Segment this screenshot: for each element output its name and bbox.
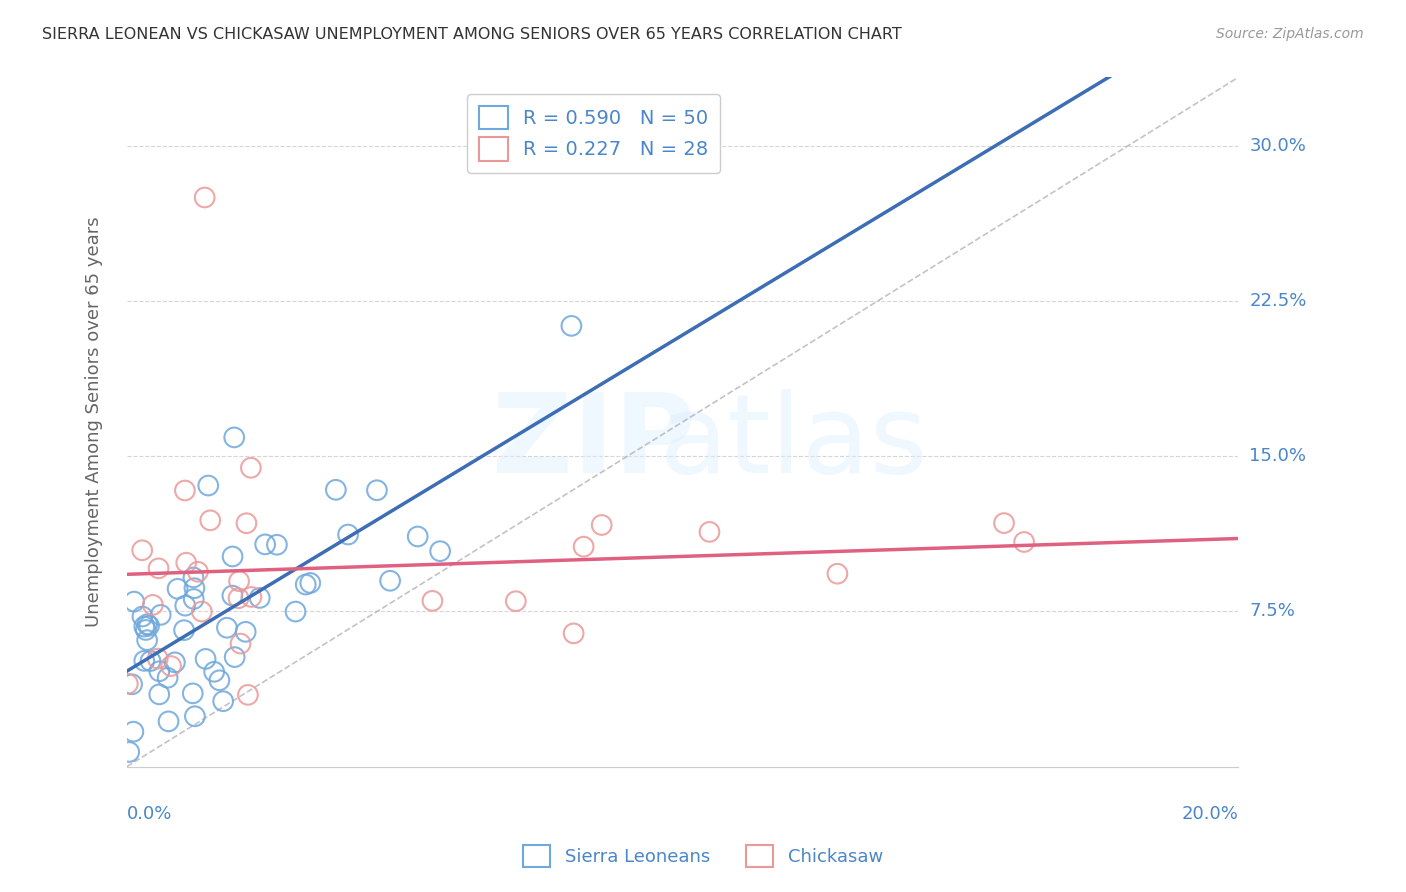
Point [148, 687, 170, 701]
Point [224, 430, 246, 444]
Text: 22.5%: 22.5% [1250, 292, 1306, 310]
Point [166, 582, 188, 596]
Text: 15.0%: 15.0% [1250, 447, 1306, 465]
Point [699, 524, 721, 539]
Point [197, 478, 219, 492]
Point [239, 460, 262, 475]
Point [146, 651, 169, 665]
Point [228, 591, 250, 606]
Text: 20.0%: 20.0% [1181, 805, 1239, 823]
Point [993, 516, 1015, 530]
Point [122, 594, 145, 608]
Point [142, 598, 165, 612]
Point [134, 654, 156, 668]
Point [173, 623, 195, 637]
Point [284, 605, 307, 619]
Point [135, 623, 157, 637]
Point [591, 518, 613, 533]
Y-axis label: Unemployment Among Seniors over 65 years: Unemployment Among Seniors over 65 years [86, 217, 103, 627]
Point [117, 677, 139, 691]
Text: Source: ZipAtlas.com: Source: ZipAtlas.com [1216, 27, 1364, 41]
Point [325, 483, 347, 497]
Point [337, 527, 360, 541]
Point [249, 591, 271, 605]
Point [187, 565, 209, 579]
Point [149, 607, 172, 622]
Point [422, 594, 444, 608]
Point [157, 714, 180, 729]
Point [134, 619, 156, 633]
Point [184, 709, 207, 723]
Point [221, 549, 243, 564]
Point [131, 543, 153, 558]
Point [148, 665, 170, 679]
Point [366, 483, 388, 498]
Point [156, 671, 179, 685]
Point [215, 621, 238, 635]
Point [266, 538, 288, 552]
Text: 30.0%: 30.0% [1250, 136, 1306, 154]
Point [235, 516, 257, 531]
Point [294, 577, 316, 591]
Point [183, 592, 205, 607]
Point [562, 626, 585, 640]
Point [1012, 535, 1035, 549]
Point [560, 318, 582, 333]
Point [208, 673, 231, 688]
Point [254, 537, 277, 551]
Text: SIERRA LEONEAN VS CHICKASAW UNEMPLOYMENT AMONG SENIORS OVER 65 YEARS CORRELATION: SIERRA LEONEAN VS CHICKASAW UNEMPLOYMENT… [42, 27, 901, 42]
Point [148, 561, 170, 575]
Point [240, 590, 263, 604]
Point [194, 652, 217, 666]
Point [202, 665, 225, 679]
Point [572, 540, 595, 554]
Point [163, 656, 186, 670]
Point [200, 513, 222, 527]
Point [228, 574, 250, 589]
Point [827, 566, 849, 581]
Point [236, 688, 259, 702]
Point [174, 483, 197, 498]
Point [429, 544, 451, 558]
Point [505, 594, 527, 608]
Text: ZIP: ZIP [492, 389, 696, 496]
Point [194, 190, 217, 204]
Point [174, 556, 197, 570]
Point [136, 633, 159, 648]
Point [121, 677, 143, 691]
Text: 0.0%: 0.0% [127, 805, 173, 823]
Point [160, 659, 183, 673]
Point [229, 637, 252, 651]
Legend: R = 0.590   N = 50, R = 0.227   N = 28: R = 0.590 N = 50, R = 0.227 N = 28 [467, 94, 720, 173]
Text: 7.5%: 7.5% [1250, 602, 1295, 620]
Point [174, 599, 197, 613]
Point [235, 624, 257, 639]
Point [139, 654, 162, 668]
Point [183, 581, 205, 595]
Point [131, 609, 153, 624]
Point [136, 617, 159, 632]
Point [299, 576, 322, 591]
Point [191, 605, 214, 619]
Point [212, 694, 235, 708]
Point [221, 589, 243, 603]
Point [378, 574, 401, 588]
Point [406, 529, 429, 543]
Point [122, 724, 145, 739]
Point [224, 650, 246, 665]
Point [138, 619, 160, 633]
Legend: Sierra Leoneans, Chickasaw: Sierra Leoneans, Chickasaw [516, 838, 890, 874]
Point [183, 570, 205, 584]
Point [118, 745, 141, 759]
Text: atlas: atlas [659, 389, 928, 496]
Point [181, 686, 204, 700]
